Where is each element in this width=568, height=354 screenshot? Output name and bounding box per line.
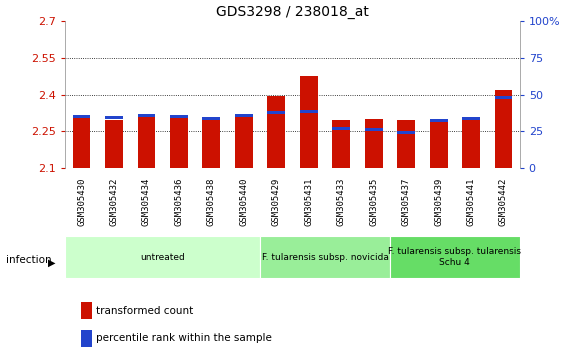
Text: transformed count: transformed count [97,306,194,316]
Bar [65,236,260,278]
Bar [300,76,318,168]
Text: GSM305430: GSM305430 [77,178,86,226]
Bar [390,236,520,278]
Text: GSM305431: GSM305431 [304,178,313,226]
Text: GSM305442: GSM305442 [499,178,508,226]
Bar [365,128,383,131]
Bar [105,116,123,119]
Bar [365,119,383,168]
Bar [397,120,415,168]
Bar [73,118,90,168]
Text: GSM305436: GSM305436 [174,178,183,226]
Bar [268,96,285,168]
Bar [137,117,156,168]
Title: GDS3298 / 238018_at: GDS3298 / 238018_at [216,5,369,19]
Text: infection: infection [6,255,51,265]
Text: ▶: ▶ [48,258,56,268]
Bar [495,96,512,99]
Bar [332,127,350,130]
Bar [137,114,156,117]
Text: GSM305439: GSM305439 [434,178,443,226]
Text: GSM305435: GSM305435 [369,178,378,226]
Bar [332,120,350,168]
Bar [429,119,448,122]
Bar [462,120,480,168]
Text: GSM305437: GSM305437 [402,178,411,226]
Bar [495,90,512,168]
Bar [73,115,90,118]
Text: untreated: untreated [140,252,185,262]
Bar [397,131,415,133]
Bar [462,117,480,120]
Text: F. tularensis subsp. tularensis
Schu 4: F. tularensis subsp. tularensis Schu 4 [389,247,521,267]
Bar [235,117,253,168]
Bar [260,236,390,278]
Bar [81,330,91,347]
Text: GSM305434: GSM305434 [142,178,151,226]
Text: GSM305429: GSM305429 [272,178,281,226]
Bar [170,115,188,118]
Text: F. tularensis subsp. novicida: F. tularensis subsp. novicida [261,252,389,262]
Text: GSM305432: GSM305432 [110,178,119,226]
Text: percentile rank within the sample: percentile rank within the sample [97,333,272,343]
Text: GSM305433: GSM305433 [337,178,346,226]
Text: GSM305440: GSM305440 [239,178,248,226]
Bar [202,120,220,168]
Bar [202,117,220,120]
Text: GSM305441: GSM305441 [466,178,475,226]
Bar [235,114,253,117]
Bar [429,120,448,168]
Text: GSM305438: GSM305438 [207,178,216,226]
Bar [105,120,123,168]
Bar [268,111,285,114]
Bar [81,302,91,319]
Bar [300,110,318,113]
Bar [170,118,188,168]
